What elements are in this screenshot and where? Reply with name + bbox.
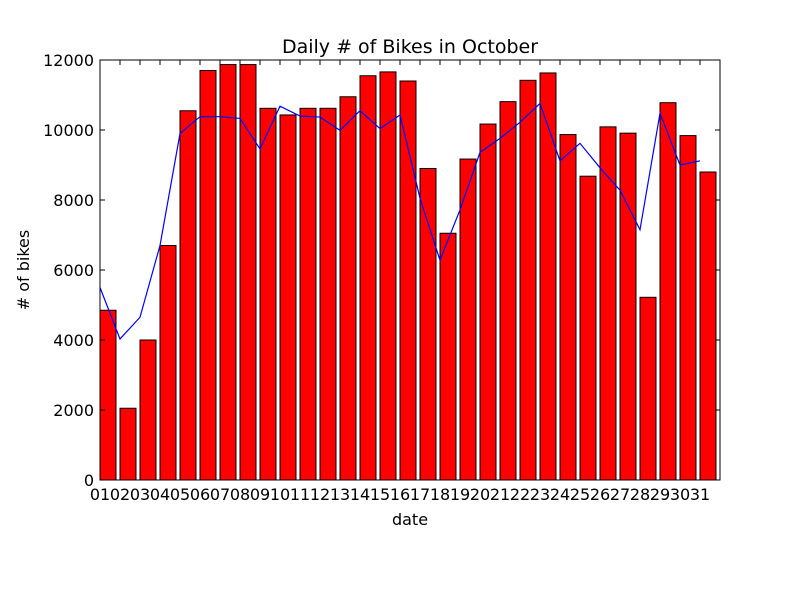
x-tick-label-13: 13 — [330, 485, 350, 504]
bar-15 — [379, 71, 397, 481]
x-tick-label-02: 02 — [110, 485, 130, 504]
bar-31 — [699, 171, 717, 481]
x-tick-label-11: 11 — [290, 485, 310, 504]
x-tick-label-29: 29 — [650, 485, 670, 504]
line-series — [99, 102, 701, 341]
bar-26 — [599, 126, 617, 481]
x-tick-label-19: 19 — [450, 485, 470, 504]
bar-16 — [399, 80, 417, 481]
bar-05 — [179, 110, 197, 481]
y-tick-label: 10000 — [43, 121, 94, 140]
y-tick-label: 12000 — [43, 51, 94, 70]
bar-08 — [239, 64, 257, 481]
bar-28 — [639, 296, 657, 481]
x-tick-label-22: 22 — [510, 485, 530, 504]
chart-title: Daily # of Bikes in October — [282, 36, 538, 58]
bar-07 — [219, 64, 237, 481]
x-tick-label-25: 25 — [570, 485, 590, 504]
line-group — [99, 102, 701, 341]
y-tick-label: 8000 — [53, 191, 94, 210]
bar-19 — [459, 158, 477, 481]
x-tick-label-26: 26 — [590, 485, 610, 504]
bar-06 — [199, 70, 217, 481]
bar-02 — [119, 407, 137, 481]
x-tick-label-04: 04 — [150, 485, 170, 504]
bar-12 — [319, 107, 337, 481]
x-tick-label-07: 07 — [210, 485, 230, 504]
bar-04 — [159, 245, 177, 481]
x-tick-label-06: 06 — [190, 485, 210, 504]
x-tick-label-05: 05 — [170, 485, 190, 504]
bar-20 — [479, 123, 497, 481]
bar-13 — [339, 96, 357, 481]
x-tick-label-01: 01 — [90, 485, 110, 504]
bar-22 — [519, 79, 537, 481]
x-tick-label-17: 17 — [410, 485, 430, 504]
x-tick-label-31: 31 — [690, 485, 710, 504]
bar-14 — [359, 75, 377, 481]
bar-24 — [559, 134, 577, 481]
bars-group — [99, 64, 717, 481]
x-tick-label-16: 16 — [390, 485, 410, 504]
bar-23 — [539, 72, 557, 481]
bar-30 — [679, 135, 697, 481]
x-tick-label-14: 14 — [350, 485, 370, 504]
bar-27 — [619, 132, 637, 481]
x-tick-label-28: 28 — [630, 485, 650, 504]
bar-17 — [419, 168, 437, 481]
x-tick-label-09: 09 — [250, 485, 270, 504]
x-tick-label-18: 18 — [430, 485, 450, 504]
y-axis-label: # of bikes — [14, 230, 33, 310]
x-tick-label-24: 24 — [550, 485, 570, 504]
bar-09 — [259, 107, 277, 481]
x-tick-label-08: 08 — [230, 485, 250, 504]
x-tick-label-20: 20 — [470, 485, 490, 504]
x-axis: 01 02 03 04 05 06 07 08 09 10 11 12 13 14 15 16 17 18 19 20… — [90, 60, 710, 504]
x-tick-label-15: 15 — [370, 485, 390, 504]
bar-18 — [439, 232, 457, 481]
x-axis-label: date — [392, 510, 428, 529]
bar-01 — [99, 309, 117, 481]
bar-11 — [299, 107, 317, 481]
x-tick-label-30: 30 — [670, 485, 690, 504]
y-axis: 0 2000 4000 6000 8000 10000 12000 — [43, 51, 720, 490]
x-tick-label-21: 21 — [490, 485, 510, 504]
bar-03 — [139, 339, 157, 481]
y-tick-label: 4000 — [53, 331, 94, 350]
x-tick-label-27: 27 — [610, 485, 630, 504]
x-tick-label-03: 03 — [130, 485, 150, 504]
y-tick-label: 6000 — [53, 261, 94, 280]
x-tick-label-12: 12 — [310, 485, 330, 504]
x-tick-label-23: 23 — [530, 485, 550, 504]
bar-29 — [659, 102, 677, 481]
y-tick-label: 0 — [84, 471, 94, 490]
x-tick-label-10: 10 — [270, 485, 290, 504]
bar-10 — [279, 114, 297, 481]
bar-21 — [499, 101, 517, 481]
bar-25 — [579, 175, 597, 481]
y-tick-label: 2000 — [53, 401, 94, 420]
